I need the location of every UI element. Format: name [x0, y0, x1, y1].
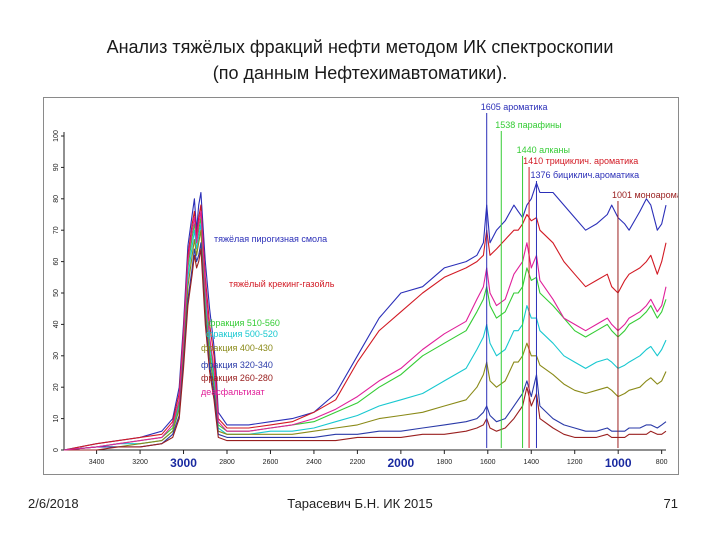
series-line-5: [63, 229, 667, 451]
series-label: фракция 400-430: [201, 343, 273, 353]
title-line-1: Анализ тяжёлых фракций нефти методом ИК …: [106, 37, 614, 57]
x-tick-label: 1000: [605, 456, 632, 470]
series-line-2: [63, 204, 667, 451]
band-label: 1376 бициклич.ароматика: [530, 170, 639, 180]
y-tick-label: 70: [53, 226, 60, 234]
y-tick-label: 60: [53, 258, 60, 266]
x-tick-label: 3200: [132, 459, 148, 466]
x-tick-label: 1400: [523, 459, 539, 466]
series-label: тяжёлая пирогизная смола: [214, 234, 327, 244]
series-label: фракция 500-520: [206, 329, 278, 339]
band-label: 1001 моноароматика: [612, 190, 678, 200]
footer-author: Тарасевич Б.Н. ИК 2015: [287, 496, 433, 511]
x-tick-label: 2400: [306, 459, 322, 466]
x-tick-label: 2800: [219, 459, 235, 466]
band-annotations: 1605 ароматика 1538 парафины 1440 алканы14…: [481, 102, 700, 448]
axes: 3400 3200 3000 2800 2600 2400 2200 2000 1800 1600…: [53, 130, 668, 470]
band-label: 1605 ароматика: [481, 102, 548, 112]
y-tick-label: 80: [53, 195, 60, 203]
y-tick-label: 20: [53, 383, 60, 391]
y-tick-label: 10: [53, 415, 60, 423]
band-label: 1410 трициклич. ароматика: [523, 156, 638, 166]
title-line-2: (по данным Нефтехимавтоматики).: [212, 63, 508, 83]
x-tick-label: 1200: [567, 459, 583, 466]
y-tick-label: 40: [53, 320, 60, 328]
series-line-4: [63, 223, 667, 451]
series-line-6: [63, 242, 667, 451]
x-tick-label: 2600: [263, 459, 279, 466]
x-tick-label: 1800: [437, 459, 453, 466]
y-tick-label: 90: [53, 163, 60, 171]
x-tick-label: 1600: [480, 459, 496, 466]
series-line-1: [63, 182, 667, 451]
footer-date: 2/6/2018: [28, 496, 79, 511]
series-label: фракция 260-280: [201, 373, 273, 383]
series-label: фракция 320-340: [201, 360, 273, 370]
series-lines: [63, 182, 667, 451]
ir-spectra-chart: 3400 3200 3000 2800 2600 2400 2200 2000 1800 1600…: [43, 97, 700, 475]
footer-page-number: 71: [663, 496, 678, 511]
y-tick-label: 100: [53, 130, 60, 142]
x-tick-label: 3000: [170, 456, 197, 470]
series-line-3: [63, 217, 667, 451]
band-label: 1538 парафины: [495, 120, 561, 130]
x-tick-label: 800: [656, 459, 668, 466]
series-label: тяжёлый крекинг-газойль: [229, 279, 335, 289]
y-tick-label: 0: [53, 448, 60, 452]
slide-title: Анализ тяжёлых фракций нефти методом ИК …: [0, 34, 720, 86]
x-tick-label: 2200: [350, 459, 366, 466]
x-tick-label: 2000: [388, 456, 415, 470]
y-tick-label: 50: [53, 289, 60, 297]
series-label: фракция 510-560: [208, 318, 280, 328]
x-tick-label: 3400: [89, 459, 105, 466]
series-line-8: [63, 210, 667, 451]
y-tick-label: 30: [53, 352, 60, 360]
chart-svg: 3400 3200 3000 2800 2600 2400 2200 2000 1800 1600…: [53, 102, 700, 470]
band-label: 1440 алканы: [517, 145, 570, 155]
series-line-7: [64, 248, 667, 451]
series-label: деасфальтизат: [201, 387, 265, 397]
series-labels: тяжёлая пирогизная смола тяжёлый крекинг-…: [201, 234, 335, 397]
